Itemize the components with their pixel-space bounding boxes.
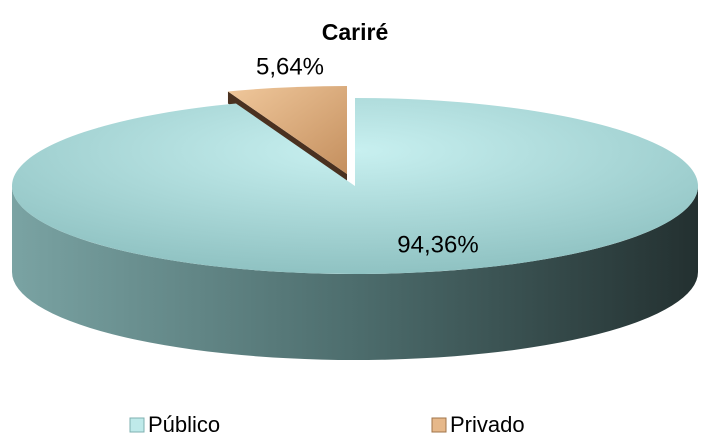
- legend-swatch: [129, 417, 145, 433]
- pie-slice: [11, 98, 699, 274]
- pie-slice-side: [12, 186, 698, 360]
- legend-label: Público: [148, 412, 220, 436]
- data-label: 5,64%: [256, 53, 324, 80]
- legend-label: Privado: [450, 412, 525, 436]
- chart-title: Cariré: [322, 19, 388, 45]
- pie: [11, 86, 699, 360]
- data-label: 94,36%: [397, 231, 478, 258]
- pie-slice: [227, 86, 347, 174]
- legend-swatch: [431, 417, 447, 433]
